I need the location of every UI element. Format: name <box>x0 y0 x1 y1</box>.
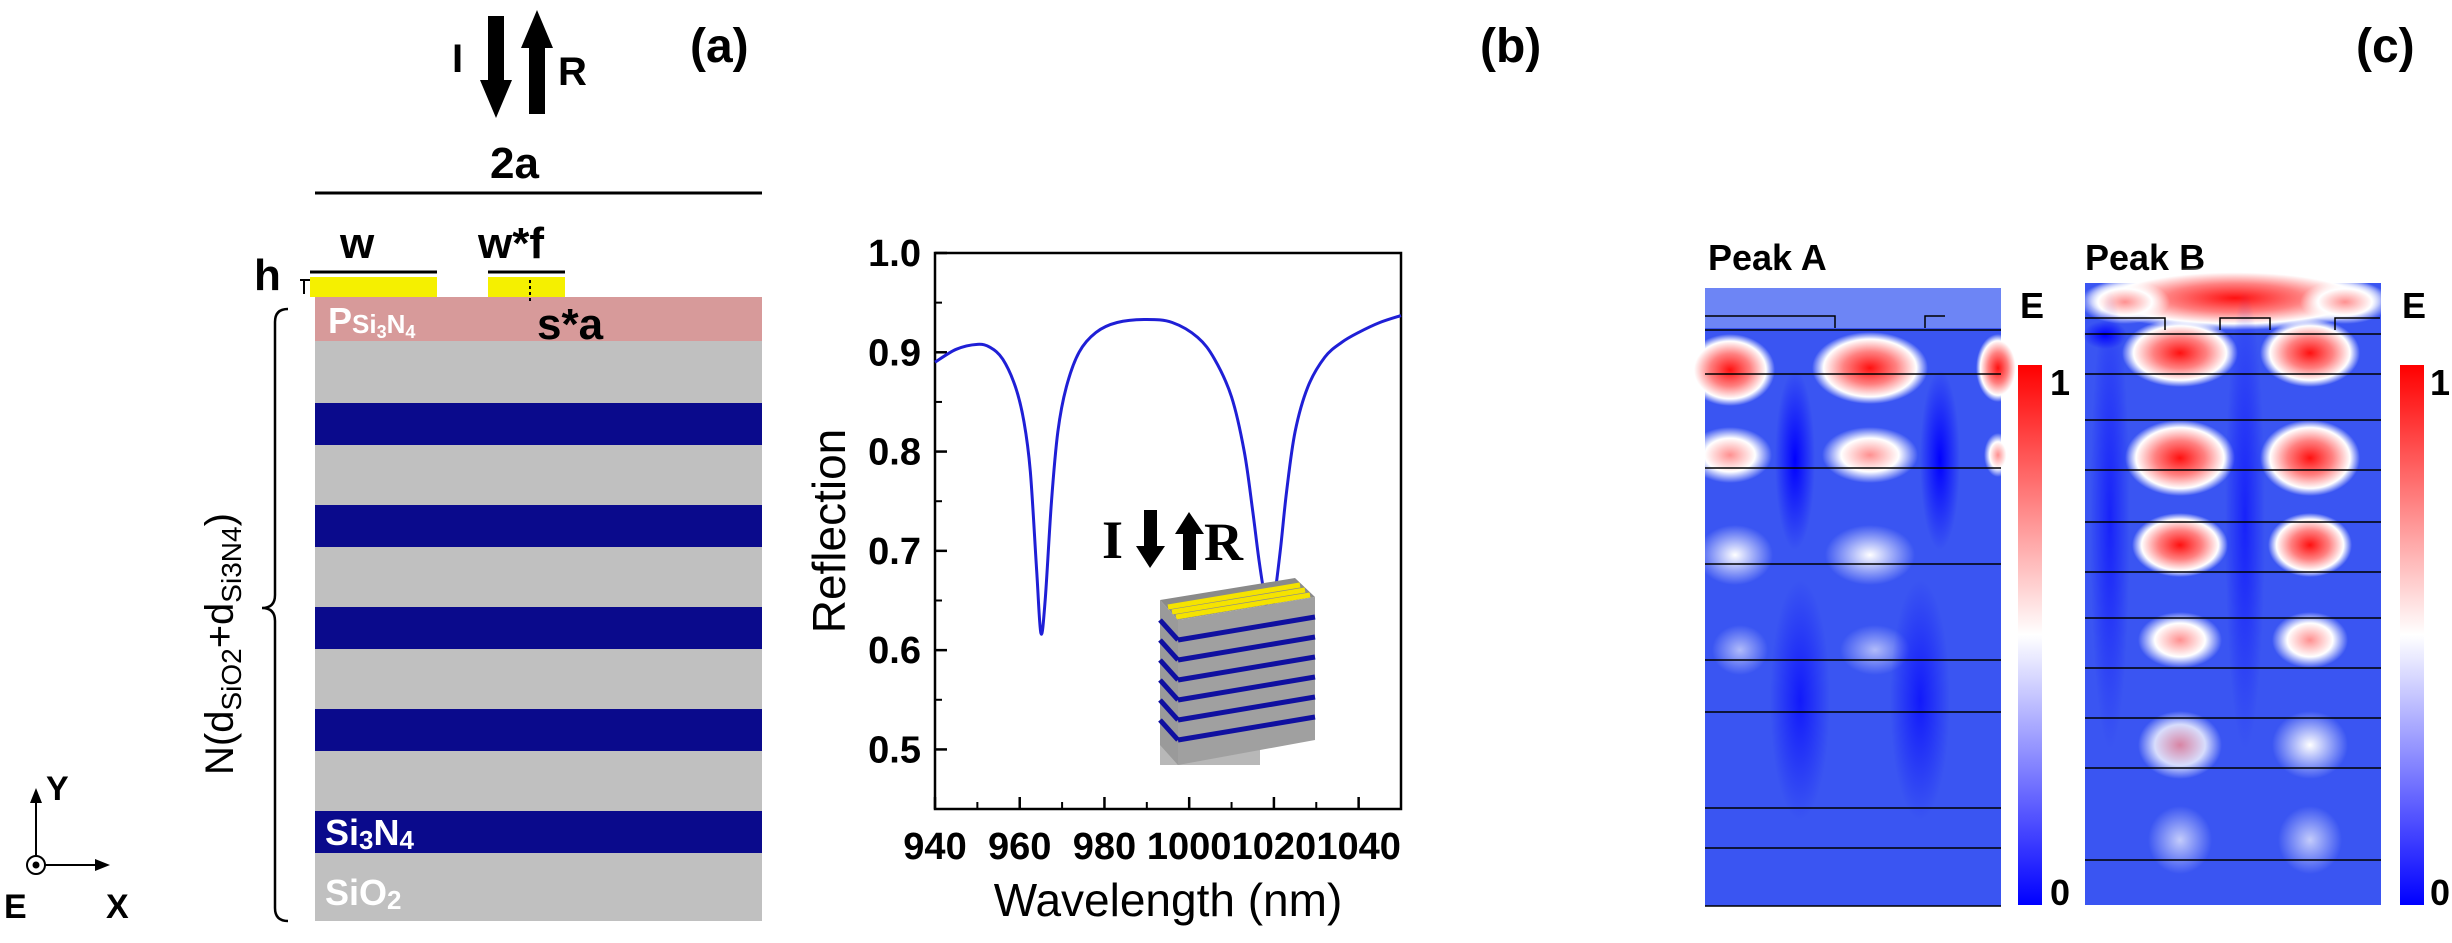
stack-bracket <box>261 307 289 923</box>
peak-a-field-label: E <box>2020 285 2044 326</box>
axis-x-label: X <box>106 888 129 926</box>
gold-bar-2 <box>488 277 565 297</box>
y-tick-label: 0.8 <box>868 432 921 474</box>
device-3d-icon <box>1158 578 1316 765</box>
x-axis-title: Wavelength (nm) <box>994 874 1343 926</box>
panel-a-label: (a) <box>690 20 749 73</box>
top-si3n4-layer <box>315 297 762 341</box>
stack-period-label: N(dSiO2+dSi3N4) <box>198 513 247 775</box>
sio2-layer <box>315 341 762 403</box>
height-bracket <box>300 279 310 294</box>
peak-b-scale-max: 1 <box>2430 362 2450 403</box>
peak-a-scale-min: 0 <box>2050 872 2070 913</box>
height-label: h <box>254 251 281 300</box>
width-label: w <box>339 219 375 268</box>
x-tick-label: 1020 <box>1232 826 1317 868</box>
peak-b-field-map <box>2080 266 2390 905</box>
panel-b-label: (b) <box>1480 20 1541 73</box>
axis-e-label: E <box>4 888 27 926</box>
y-axis-title: Reflection <box>803 429 855 634</box>
si3n4-layer <box>315 811 762 853</box>
reflected-label: R <box>558 50 587 94</box>
incident-arrow-icon <box>480 16 512 118</box>
peak-a-title: Peak A <box>1708 237 1827 278</box>
x-tick-label: 1000 <box>1147 826 1232 868</box>
gold-bar-1 <box>310 277 437 297</box>
si3n4-label: Si3N4 <box>325 812 414 855</box>
inset-incident-arrow-icon <box>1136 510 1165 568</box>
x-tick-label: 1040 <box>1316 826 1401 868</box>
peak-b-colorbar <box>2400 365 2424 905</box>
y-tick-label: 0.6 <box>868 630 921 672</box>
sio2-substrate <box>315 853 762 921</box>
period-label: 2a <box>490 139 539 188</box>
y-tick-label: 0.7 <box>868 531 921 573</box>
x-tick-label: 980 <box>1073 826 1136 868</box>
peak-b-scale-min: 0 <box>2430 872 2450 913</box>
peak-a-colorbar <box>2018 365 2042 905</box>
width-fraction-label: w*f <box>477 219 544 268</box>
si3n4-layer <box>315 709 762 751</box>
si3n4-layer <box>315 403 762 445</box>
sio2-layer <box>315 547 762 607</box>
sio2-layer <box>315 649 762 709</box>
incident-label: I <box>452 37 463 81</box>
peak-b-field-label: E <box>2402 285 2426 326</box>
sio2-label: SiO2 <box>325 872 401 915</box>
axis-y-label: Y <box>46 770 69 808</box>
coordinate-axes <box>26 788 110 875</box>
inset-reflected-label: R <box>1204 512 1244 572</box>
x-tick-label: 960 <box>988 826 1051 868</box>
reflected-arrow-icon <box>521 10 553 114</box>
top-layer-label: PSi3N4 <box>328 300 415 342</box>
peak-a-field-map <box>1685 288 2020 907</box>
panel-a: (a) I R 2a w w*f h s*a PSi3N4 Si3N4 SiO2… <box>4 10 762 926</box>
panel-c: (c) Peak A E 1 0 <box>1685 20 2450 913</box>
si3n4-layer <box>315 607 762 649</box>
reflection-series-line <box>934 314 1402 636</box>
x-tick-label: 940 <box>903 826 966 868</box>
sio2-layer <box>315 445 762 505</box>
peak-a-scale-max: 1 <box>2050 362 2070 403</box>
panel-c-label: (c) <box>2356 20 2415 73</box>
reflection-chart: (b) 940 960 980 1000 1020 1040 0.5 0.6 0.7 0.8 0.9… <box>803 20 1541 926</box>
sio2-layer <box>315 751 762 811</box>
shift-label: s*a <box>537 300 604 349</box>
inset-incident-label: I <box>1102 510 1123 570</box>
si3n4-layer <box>315 505 762 547</box>
y-tick-label: 0.5 <box>868 729 921 771</box>
plot-frame <box>933 251 1403 811</box>
inset-reflected-arrow-icon <box>1175 512 1204 570</box>
y-tick-label: 0.9 <box>868 332 921 374</box>
y-tick-label: 1.0 <box>868 233 921 275</box>
